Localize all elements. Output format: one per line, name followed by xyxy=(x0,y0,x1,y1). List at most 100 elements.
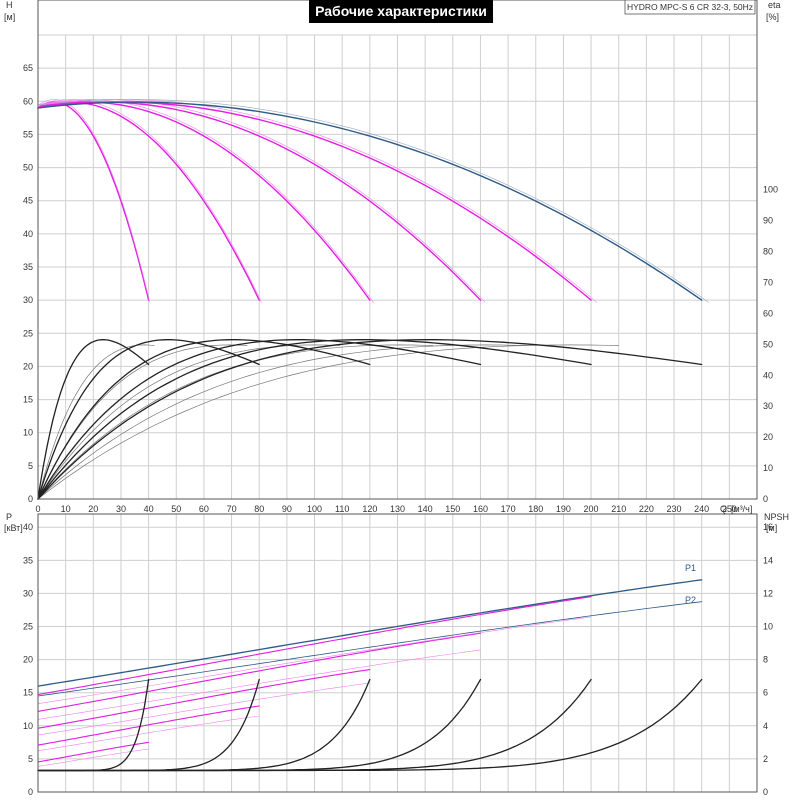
y-tick-label-eta: 60 xyxy=(763,308,773,318)
y-tick-label-eta: 40 xyxy=(763,370,773,380)
y-tick-label-head: 10 xyxy=(23,428,33,438)
y-tick-label-eta: 70 xyxy=(763,277,773,287)
y-tick-label-power: 40 xyxy=(23,522,33,532)
y-tick-label-eta: 80 xyxy=(763,247,773,257)
y-tick-label-eta: 90 xyxy=(763,216,773,226)
x-tick-label: 60 xyxy=(199,504,209,514)
x-tick-label: 220 xyxy=(639,504,654,514)
y-tick-label-power: 0 xyxy=(28,787,33,797)
y-tick-label-power: 5 xyxy=(28,754,33,764)
y-tick-label-head: 45 xyxy=(23,196,33,206)
eta-curve-black-3 xyxy=(37,339,371,500)
x-tick-label: 250 xyxy=(722,504,737,514)
x-tick-label: 190 xyxy=(556,504,571,514)
eta-curve-gray-3 xyxy=(37,344,341,500)
power-curve-magenta-thin-3 xyxy=(37,682,371,736)
y-tick-label-head: 35 xyxy=(23,262,33,272)
y-tick-label-power: 25 xyxy=(23,622,33,632)
x-tick-label: 210 xyxy=(611,504,626,514)
x-tick-label: 160 xyxy=(473,504,488,514)
y-tick-label-head: 20 xyxy=(23,361,33,371)
bottom-plot-frame xyxy=(37,513,758,793)
x-tick-label: 100 xyxy=(307,504,322,514)
x-tick-label: 240 xyxy=(694,504,709,514)
y-tick-label-npsh: 6 xyxy=(763,688,768,698)
power-curve-magenta-3 xyxy=(37,669,371,729)
y-tick-label-npsh: 0 xyxy=(763,787,768,797)
y-axis-unit-eta: [%] xyxy=(766,12,779,22)
curve-layer xyxy=(37,99,709,772)
y-tick-label-head: 30 xyxy=(23,295,33,305)
x-tick-label: 170 xyxy=(501,504,516,514)
x-tick-label: 50 xyxy=(171,504,181,514)
tick-labels: 0 10 20 30 40 50 60 70 80 90 100 110 120 130 140 150 160… xyxy=(23,63,778,797)
eta-curve-gray-5 xyxy=(37,344,527,500)
y-tick-label-power: 30 xyxy=(23,588,33,598)
y-tick-label-eta: 10 xyxy=(763,463,773,473)
eta-curve-gray-6 xyxy=(37,344,620,500)
power-curve-magenta-1 xyxy=(37,741,150,763)
y-tick-label-head: 40 xyxy=(23,229,33,239)
power-curve-magenta-2 xyxy=(37,705,260,746)
y-tick-label-power: 10 xyxy=(23,721,33,731)
x-tick-label: 140 xyxy=(418,504,433,514)
x-tick-label: 90 xyxy=(282,504,292,514)
y-tick-label-power: 35 xyxy=(23,555,33,565)
y-tick-label-head: 0 xyxy=(28,494,33,504)
eta-curve-black-6 xyxy=(37,339,703,500)
title-box xyxy=(309,0,493,23)
eta-curve-black-4 xyxy=(37,339,482,500)
eta-curve-gray-4 xyxy=(37,344,434,500)
x-tick-label: 70 xyxy=(227,504,237,514)
x-tick-label: 150 xyxy=(445,504,460,514)
y-tick-label-power: 20 xyxy=(23,655,33,665)
y-tick-label-npsh: 4 xyxy=(763,721,768,731)
grid-lines xyxy=(37,34,757,793)
y-tick-label-head: 55 xyxy=(23,129,33,139)
model-label: HYDRO MPC-S 6 CR 32-3, 50Hz xyxy=(627,2,753,12)
x-tick-label: 130 xyxy=(390,504,405,514)
y-tick-label-power: 15 xyxy=(23,688,33,698)
y-tick-label-eta: 0 xyxy=(763,494,768,504)
y-axis-unit-npsh: [м] xyxy=(766,523,777,533)
series-label-p1: P1 xyxy=(685,563,696,573)
head-curve-thin-1 xyxy=(37,99,150,303)
y-axis-label-head: H xyxy=(6,0,13,10)
y-tick-label-eta: 100 xyxy=(763,185,778,195)
x-tick-label: 110 xyxy=(335,504,349,514)
eta-curve-black-1 xyxy=(37,339,150,500)
y-tick-label-npsh: 8 xyxy=(763,655,768,665)
y-tick-label-head: 50 xyxy=(23,163,33,173)
y-axis-label-eta: eta xyxy=(768,0,781,10)
head-curve-thin-6 xyxy=(37,99,709,303)
y-tick-label-head: 15 xyxy=(23,395,33,405)
model-box xyxy=(624,0,756,15)
head-curve-6-pumps xyxy=(37,101,703,301)
y-tick-label-head: 60 xyxy=(23,96,33,106)
y-tick-label-npsh: 16 xyxy=(763,522,773,532)
y-axis-label-power: P xyxy=(6,512,12,522)
eta-curve-black-5 xyxy=(37,339,592,500)
eta-curve-black-2 xyxy=(37,339,260,500)
x-tick-label: 80 xyxy=(254,504,264,514)
y-tick-label-eta: 50 xyxy=(763,339,773,349)
y-tick-label-head: 5 xyxy=(28,461,33,471)
y-axis-label-npsh: NPSH xyxy=(764,512,789,522)
x-tick-label: 180 xyxy=(528,504,543,514)
power-curve-magenta-thin-2 xyxy=(37,715,260,751)
chart-title: Рабочие характеристики xyxy=(315,3,487,19)
power-curve-magenta-5 xyxy=(37,596,592,696)
x-tick-label: 230 xyxy=(667,504,682,514)
y-tick-label-head: 65 xyxy=(23,63,33,73)
y-axis-unit-power: [кВт] xyxy=(4,523,23,533)
y-axis-unit-head: [м] xyxy=(4,12,15,22)
x-tick-label: 20 xyxy=(88,504,98,514)
x-tick-label: 200 xyxy=(584,504,599,514)
y-tick-label-eta: 20 xyxy=(763,432,773,442)
power-curve-magenta-thin-4 xyxy=(37,649,481,720)
y-tick-label-npsh: 12 xyxy=(763,588,773,598)
x-tick-label: 0 xyxy=(35,504,40,514)
power-curve-magenta-thin-5 xyxy=(37,616,592,704)
y-tick-label-npsh: 14 xyxy=(763,555,773,565)
top-plot-frame xyxy=(37,0,758,500)
